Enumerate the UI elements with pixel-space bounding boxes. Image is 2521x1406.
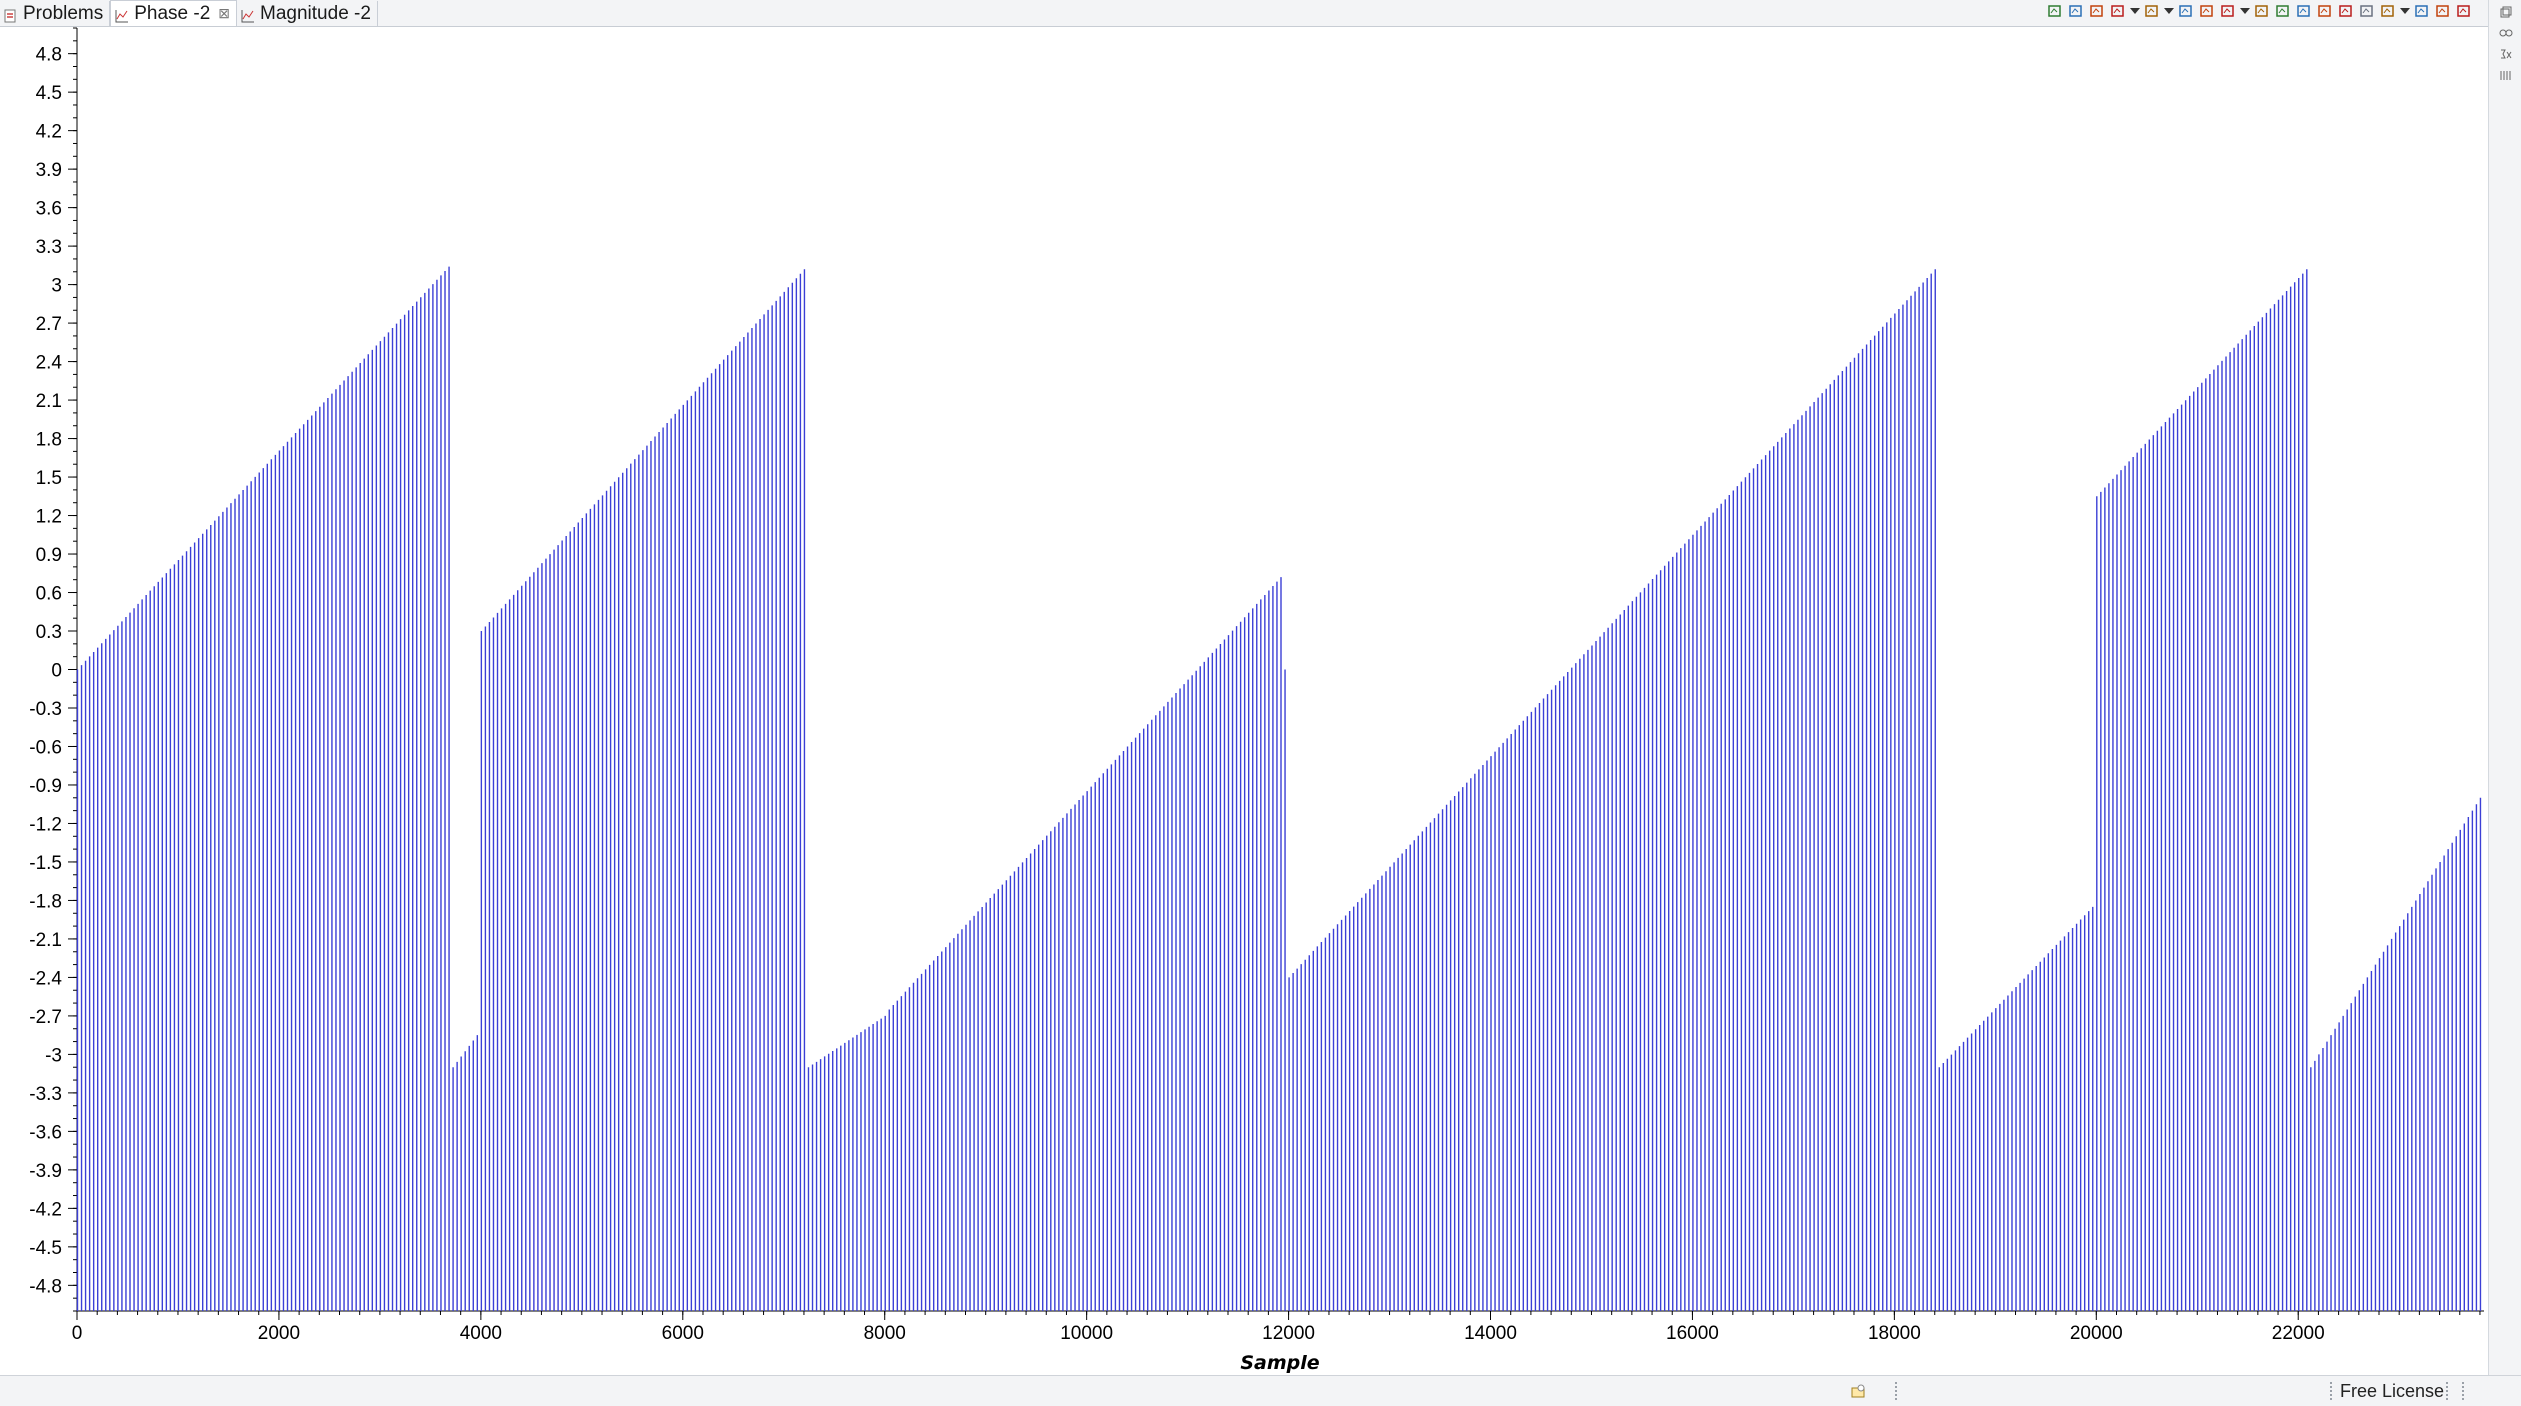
status-separator <box>2462 1382 2464 1400</box>
delete-icon[interactable] <box>2316 2 2334 20</box>
y-tick-label: -1.2 <box>29 814 62 835</box>
y-tick-label: -0.9 <box>29 776 62 797</box>
graph-toolbar <box>2046 0 2473 22</box>
y-tick-label: 1.5 <box>36 468 62 489</box>
x-tick-label: 6000 <box>662 1323 704 1344</box>
y-tick-label: 3.9 <box>36 160 62 181</box>
graph-props-icon[interactable] <box>2046 2 2064 20</box>
y-tick-label: -4.2 <box>29 1199 62 1220</box>
import-icon[interactable] <box>2274 2 2292 20</box>
y-tick-label: 0.3 <box>36 622 62 643</box>
y-tick-label: 0.6 <box>36 584 62 605</box>
y-tick-label: 2.1 <box>36 391 62 412</box>
link-icon[interactable] <box>2496 24 2516 42</box>
y-tick-label: -3.9 <box>29 1161 62 1182</box>
refresh-icon[interactable] <box>2143 2 2161 20</box>
x-axis-label: Sample <box>1240 1352 1319 1374</box>
zoom-fit-icon[interactable] <box>2219 2 2237 20</box>
y-tick-label: -2.1 <box>29 930 62 951</box>
y-tick-label: 4.5 <box>36 83 62 104</box>
x-tick-label: 10000 <box>1060 1323 1113 1344</box>
y-tick-label: 4.8 <box>36 45 62 66</box>
y-tick-label: -1.5 <box>29 853 62 874</box>
x-tick-label: 4000 <box>460 1323 502 1344</box>
status-separator <box>1895 1382 1897 1400</box>
x-axis: 0 2000 4000 6000 8000 10000 12000 14000 16000 180… <box>72 1310 2484 1344</box>
status-bar: Free License <box>0 1375 2521 1406</box>
dropdown-icon[interactable] <box>2400 2 2410 20</box>
graph-icon <box>115 7 129 22</box>
pin-icon[interactable] <box>2358 2 2376 20</box>
x-tick-label: 12000 <box>1262 1323 1315 1344</box>
display-props-icon[interactable] <box>2379 2 2397 20</box>
export-icon[interactable] <box>2253 2 2271 20</box>
x-tick-label: 2000 <box>258 1323 300 1344</box>
y-tick-label: 1.2 <box>36 507 62 528</box>
y-tick-label: 1.8 <box>36 430 62 451</box>
x-tick-label: 22000 <box>2272 1323 2325 1344</box>
problems-icon <box>4 7 18 22</box>
y-tick-label: -2.7 <box>29 1007 62 1028</box>
tab-problems[interactable]: Problems <box>0 1 111 26</box>
variables-icon[interactable] <box>2496 45 2516 63</box>
y-tick-label: -1.8 <box>29 891 62 912</box>
tab-label: Magnitude -2 <box>260 2 371 24</box>
dropdown-icon[interactable] <box>2240 2 2250 20</box>
y-tick-label: 3 <box>51 276 62 297</box>
y-tick-label: -0.6 <box>29 737 62 758</box>
close-icon[interactable]: ⊠ <box>218 5 231 21</box>
y-tick-label: 0.9 <box>36 545 62 566</box>
y-tick-label: -4.8 <box>29 1276 62 1297</box>
remove-marker-icon[interactable] <box>2088 2 2106 20</box>
status-separator <box>2330 1382 2332 1400</box>
zoom-out-icon[interactable] <box>2198 2 2216 20</box>
x-tick-label: 18000 <box>1868 1323 1921 1344</box>
dropdown-icon[interactable] <box>2164 2 2174 20</box>
y-tick-label: 2.4 <box>36 353 63 374</box>
right-trim-stack <box>2488 0 2521 1375</box>
phase-graph[interactable]: 4.8 4.5 4.2 3.9 3.6 3.3 3 2.7 2.4 2.1 1.8 1.5 1.2 0.9… <box>0 26 2488 1375</box>
graph-icon <box>241 7 255 22</box>
tab-label: Phase -2 <box>134 2 211 24</box>
tab-magnitude[interactable]: Magnitude -2 <box>237 1 378 26</box>
y-tick-label: 0 <box>51 661 62 682</box>
registers-icon[interactable] <box>2496 66 2516 84</box>
data-icon[interactable] <box>2337 2 2355 20</box>
y-tick-label: 3.6 <box>36 199 62 220</box>
x-tick-label: 20000 <box>2070 1323 2123 1344</box>
minimize-icon[interactable] <box>2434 2 2452 20</box>
maximize-icon[interactable] <box>2455 2 2473 20</box>
x-tick-label: 16000 <box>1666 1323 1719 1344</box>
y-tick-label: -4.5 <box>29 1238 62 1259</box>
snapshot-icon[interactable] <box>2413 2 2431 20</box>
license-status: Free License <box>2340 1381 2445 1401</box>
tab-label: Problems <box>23 2 104 24</box>
tab-phase[interactable]: Phase -2 ⊠ <box>110 0 238 26</box>
y-tick-label: -2.4 <box>29 968 62 989</box>
y-tick-label: -3 <box>45 1045 62 1066</box>
y-tick-label: -3.6 <box>29 1122 62 1143</box>
y-tick-label: 2.7 <box>36 314 62 335</box>
data-series <box>76 266 2482 1311</box>
x-tick-label: 8000 <box>864 1323 906 1344</box>
y-tick-label: 4.2 <box>36 122 62 143</box>
status-separator <box>2446 1382 2448 1400</box>
zoom-icon[interactable] <box>2109 2 2127 20</box>
add-marker-icon[interactable] <box>2067 2 2085 20</box>
dropdown-icon[interactable] <box>2130 2 2140 20</box>
x-tick-label: 0 <box>72 1323 83 1344</box>
restore-icon[interactable] <box>2496 3 2516 21</box>
y-tick-label: -3.3 <box>29 1084 62 1105</box>
x-tick-label: 14000 <box>1464 1323 1517 1344</box>
y-axis: 4.8 4.5 4.2 3.9 3.6 3.3 3 2.7 2.4 2.1 1.8 1.5 1.2 0.9… <box>29 27 78 1312</box>
reset-icon[interactable] <box>2295 2 2313 20</box>
y-tick-label: -0.3 <box>29 699 62 720</box>
editor-tab-bar: Problems Phase -2 ⊠ Magnitude -2 <box>0 0 2488 27</box>
y-tick-label: 3.3 <box>36 237 62 258</box>
zoom-in-icon[interactable] <box>2177 2 2195 20</box>
status-build-icon[interactable] <box>1850 1383 1866 1399</box>
